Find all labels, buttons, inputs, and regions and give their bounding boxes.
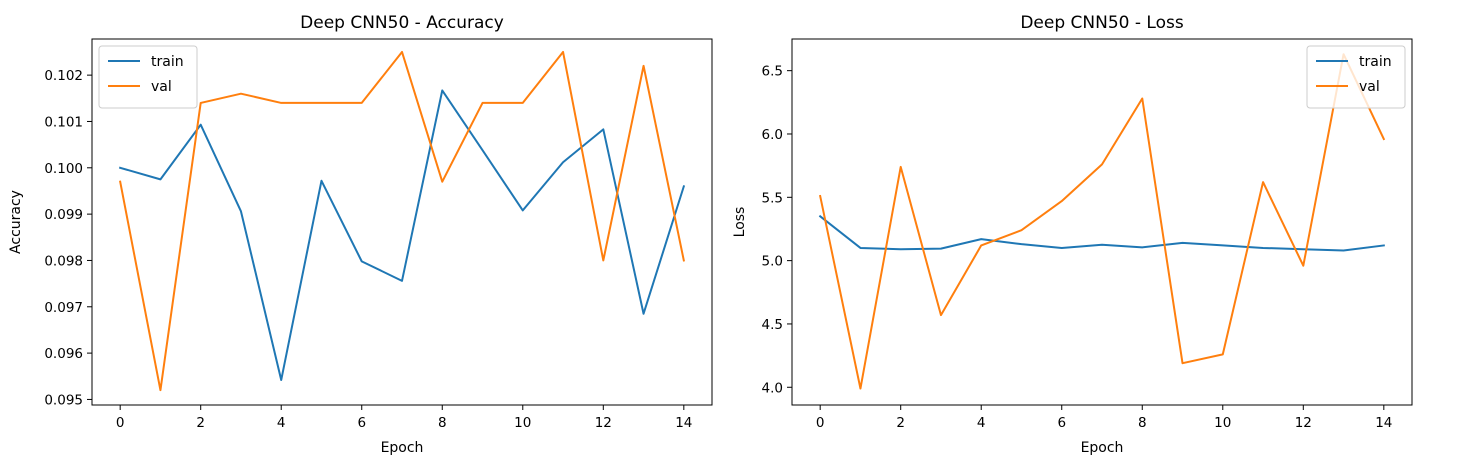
y-tick-label: 4.5 [762,317,783,333]
plot-frame [91,38,713,406]
loss-chart: Deep CNN50 - Loss 0 2 4 6 8 10 12 14 4.0 4.5 5.0 5.5… [732,13,1413,456]
plot-frame [791,38,1413,406]
x-tick-label: 2 [196,415,205,431]
series-line-val [818,53,1386,390]
y-tick-label: 0.098 [44,253,83,269]
y-tick-label: 6.0 [762,127,783,143]
y-tick-label: 0.101 [44,114,83,130]
y-tick-label: 0.095 [44,392,83,408]
chart-title: Deep CNN50 - Accuracy [300,13,504,33]
x-axis-label: Epoch [381,440,424,456]
x-tick-label: 14 [675,415,692,431]
legend-label-train: train [151,54,184,70]
y-tick-label: 0.102 [44,68,83,84]
y-tick-label: 0.097 [44,300,83,316]
x-tick-label: 0 [116,415,125,431]
x-tick-label: 0 [816,415,825,431]
x-tick-label: 8 [1138,415,1147,431]
x-tick-label: 6 [357,415,366,431]
chart-title: Deep CNN50 - Loss [1020,13,1184,33]
y-tick-label: 0.096 [44,346,83,362]
accuracy-chart: Deep CNN50 - Accuracy 0 2 4 6 8 10 12 14 0.095 0.0… [8,13,713,456]
y-tick-label: 4.0 [762,380,783,396]
x-tick-label: 12 [1295,415,1312,431]
x-tick-label: 14 [1375,415,1392,431]
x-tick-label: 10 [514,415,531,431]
y-tick-label: 6.5 [762,64,783,80]
x-tick-label: 2 [896,415,905,431]
y-tick-label: 0.099 [44,207,83,223]
x-tick-label: 4 [977,415,986,431]
x-axis-label: Epoch [1081,440,1124,456]
x-tick-label: 8 [438,415,447,431]
y-tick-label: 5.0 [762,254,783,270]
x-tick-label: 10 [1214,415,1231,431]
series-line-train [118,89,686,381]
series-line-train [818,214,1385,252]
y-axis-label: Accuracy [8,190,24,254]
legend-label-val: val [151,79,172,95]
legend-label-train: train [1359,54,1392,70]
legend: train val [1306,45,1406,109]
legend: train val [98,45,198,109]
x-tick-label: 4 [277,415,286,431]
x-tick-label: 6 [1057,415,1066,431]
y-tick-label: 0.100 [44,161,83,177]
x-tick-label: 12 [595,415,612,431]
series-line-val [119,50,686,392]
legend-label-val: val [1359,79,1380,95]
y-tick-label: 5.5 [762,190,783,206]
y-axis-label: Loss [732,207,748,238]
